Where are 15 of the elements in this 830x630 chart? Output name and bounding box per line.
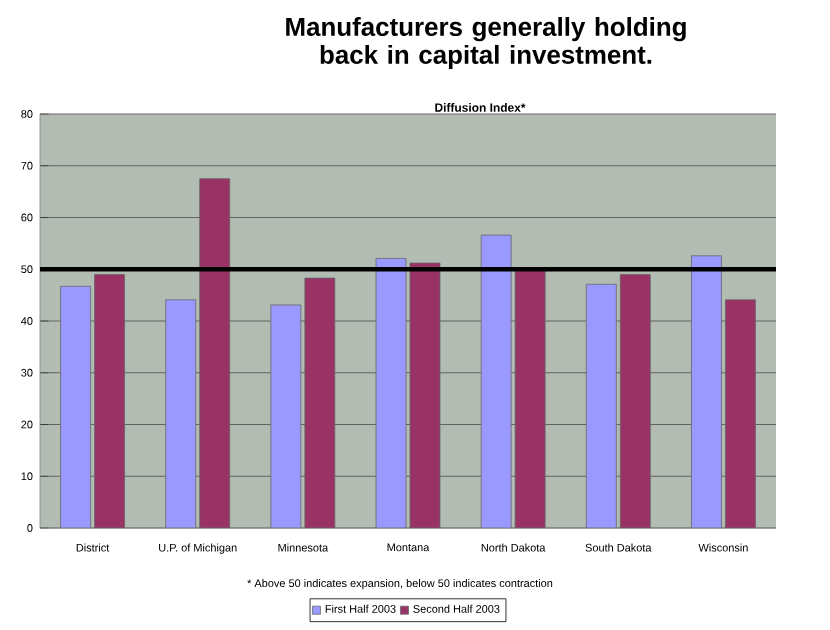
bar <box>691 255 722 528</box>
bar <box>409 262 441 528</box>
bar <box>514 267 546 528</box>
bar <box>165 299 197 528</box>
bar <box>199 178 231 528</box>
bar <box>304 277 336 528</box>
bar <box>270 304 302 528</box>
bar <box>725 299 756 528</box>
chart-title: Manufacturers generally holding back in capital investment. <box>286 17 686 70</box>
bar <box>585 283 617 528</box>
bar <box>480 234 512 528</box>
bar <box>94 274 125 528</box>
bar <box>375 257 407 528</box>
bar <box>619 274 651 528</box>
bar <box>60 285 91 528</box>
